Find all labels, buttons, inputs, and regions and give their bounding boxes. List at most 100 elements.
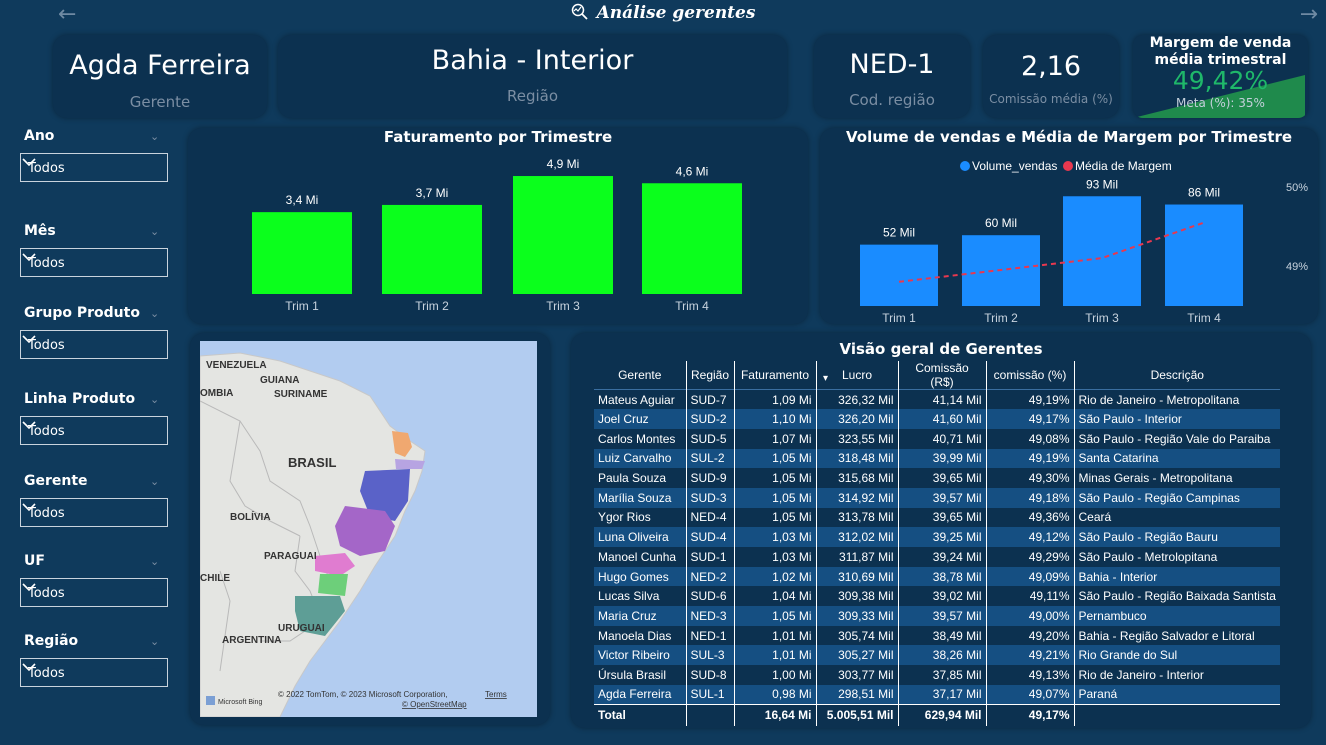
table-cell: 49,30% [986,468,1075,488]
table-row[interactable]: Luna Oliveira SUD-4 1,03 Mi 312,02 Mil 39,25… [594,527,1280,547]
table-cell: 49,20% [986,625,1075,646]
table-row[interactable]: Manoela Dias NED-1 1,01 Mi 305,74 Mil 38,49 … [594,625,1280,646]
table-cell: 41,14 Mil [898,389,987,410]
table-cell: 49,07% [986,684,1075,705]
table-cell: Rio de Janeiro - Interior [1078,667,1204,682]
table-row[interactable]: Carlos Montes SUD-5 1,07 Mi 323,55 Mil 40,71… [594,428,1280,449]
table-row[interactable]: Marília Souza SUD-3 1,05 Mi 314,92 Mil 39,57… [594,487,1280,508]
table-cell: SUL-2 [686,448,735,469]
table-cell: 37,85 Mil [898,665,987,685]
revenue-bar[interactable] [382,204,482,294]
table-row[interactable]: Hugo Gomes NED-2 1,02 Mi 310,69 Mil 38,78 Mi… [594,566,1280,587]
table-cell: 37,17 Mil [898,684,987,705]
filter-collapse-chevron-icon[interactable]: ⌄ [150,307,160,320]
table-cell: 1,05 Mi [734,507,817,528]
revenue-bar[interactable] [513,176,613,294]
table-cell: 1,03 Mi [734,527,817,547]
table-column-header[interactable]: Faturamento [734,361,817,390]
state-bahia [360,469,410,521]
margin-title-line1: Margem de venda [1149,35,1292,51]
table-cell: Rio de Janeiro - Metropolitana [1078,392,1240,407]
map-terms-link[interactable]: Terms [485,690,507,699]
map-label-colombia: OMBIA [200,388,233,399]
table-cell: 298,51 Mil [816,684,899,705]
table-cell: 315,68 Mil [816,468,899,488]
table-row[interactable]: Manoel Cunha SUD-1 1,03 Mi 311,87 Mil 39,24 … [594,547,1280,567]
filter-label: Região [24,633,79,649]
chevron-down-icon [22,421,36,430]
bing-logo-icon [206,696,215,705]
table-total-cell: 49,17% [986,704,1075,726]
volume-bar[interactable] [1063,196,1141,306]
table-cell: SUD-5 [686,428,735,449]
volume-bar[interactable] [1165,204,1243,306]
filter-dropdown[interactable]: Todos [20,658,168,687]
filter-dropdown[interactable]: Todos [20,416,168,445]
table-column-header[interactable]: comissão (%) [986,361,1075,390]
map-visual[interactable]: VENEZUELA GUIANA SURINAME OMBIA BRASIL B… [200,341,537,717]
filter-collapse-chevron-icon[interactable]: ⌄ [150,475,160,488]
revenue-bar[interactable] [642,183,742,294]
table-column-header[interactable]: Gerente [594,361,687,390]
table-cell: Rio Grande do Sul [1078,648,1178,663]
table-cell: Bahia - Região Salvador e Litoral [1078,628,1255,643]
filter-dropdown[interactable]: Todos [20,248,168,277]
table-cell: 1,05 Mi [734,448,817,469]
table-row[interactable]: Luiz Carvalho SUL-2 1,05 Mi 318,48 Mil 39,99… [594,448,1280,469]
table-column-header[interactable]: Região [686,361,735,390]
table-cell: 49,08% [986,428,1075,449]
table-column-header[interactable]: Lucro [816,361,899,390]
filter-dropdown[interactable]: Todos [20,498,168,527]
table-row[interactable]: Joel Cruz SUD-2 1,10 Mi 326,20 Mil 41,60 Mil… [594,409,1280,429]
filter-collapse-chevron-icon[interactable]: ⌄ [150,555,160,568]
table-column-header[interactable]: Descrição [1150,368,1204,382]
table-cell: SUD-7 [686,389,735,410]
forward-arrow-icon[interactable]: → [1299,2,1318,27]
sort-descending-icon[interactable]: ▾ [823,373,829,384]
page-title-text: Análise gerentes [596,3,756,23]
table-row[interactable]: Mateus Aguiar SUD-7 1,09 Mi 326,32 Mil 41,14… [594,389,1280,410]
table-total-cell: 5.005,51 Mil [816,704,899,726]
table-row[interactable]: Paula Souza SUD-9 1,05 Mi 315,68 Mil 39,65 M… [594,468,1280,488]
legend-volume-marker [960,161,970,171]
table-cell: Luiz Carvalho [594,448,687,469]
table-cell: 49,21% [986,645,1075,666]
table-cell: 303,77 Mil [816,665,899,685]
filter-dropdown[interactable]: Todos [20,153,168,182]
filter-collapse-chevron-icon[interactable]: ⌄ [150,393,160,406]
map-label-venezuela: VENEZUELA [206,360,267,371]
revenue-bar[interactable] [252,212,352,294]
filter-collapse-chevron-icon[interactable]: ⌄ [150,130,160,143]
table-row[interactable]: Maria Cruz NED-3 1,05 Mi 309,33 Mil 39,57 Mi… [594,606,1280,626]
table-row[interactable]: Ygor Rios NED-4 1,05 Mi 313,78 Mil 39,65 Mil… [594,507,1280,528]
table-total-cell [686,704,735,726]
revenue-x-tick: Trim 2 [415,299,449,313]
table-cell: 1,02 Mi [734,566,817,587]
table-row[interactable]: Úrsula Brasil SUD-8 1,00 Mi 303,77 Mil 37,85… [594,665,1280,685]
table-cell: 1,00 Mi [734,665,817,685]
table-row[interactable]: Victor Ribeiro SUL-3 1,01 Mi 305,27 Mil 38,2… [594,645,1280,666]
table-cell: 39,57 Mil [898,606,987,626]
table-cell: São Paulo - Interior [1078,412,1182,427]
filter-label: Grupo Produto [24,305,140,321]
table-column-header[interactable]: Comissão (R$) [898,361,987,390]
filter-collapse-chevron-icon[interactable]: ⌄ [150,635,160,648]
volume-bar[interactable] [860,244,938,306]
table-cell: 1,05 Mi [734,487,817,508]
map-osm-link[interactable]: © OpenStreetMap [402,700,467,709]
margin-title-line2: média trimestral [1154,52,1287,68]
table-row[interactable]: Agda Ferreira SUL-1 0,98 Mi 298,51 Mil 37,17… [594,684,1280,705]
filter-dropdown[interactable]: Todos [20,330,168,359]
filter-dropdown[interactable]: Todos [20,578,168,607]
table-cell: São Paulo - Região Campinas [1078,490,1240,505]
table-cell: São Paulo - Metrolopitana [1078,549,1218,564]
back-arrow-icon[interactable]: ← [58,2,77,27]
table-cell: 49,11% [986,586,1075,607]
table-row[interactable]: Lucas Silva SUD-6 1,04 Mi 309,38 Mil 39,02 M… [594,586,1280,607]
filter-dropdown-value: Todos [28,161,65,176]
filter-collapse-chevron-icon[interactable]: ⌄ [150,225,160,238]
table-cell: NED-3 [686,606,735,626]
chevron-down-icon [22,253,36,262]
table-cell: 49,17% [986,409,1075,429]
margin-line[interactable] [898,221,1205,283]
